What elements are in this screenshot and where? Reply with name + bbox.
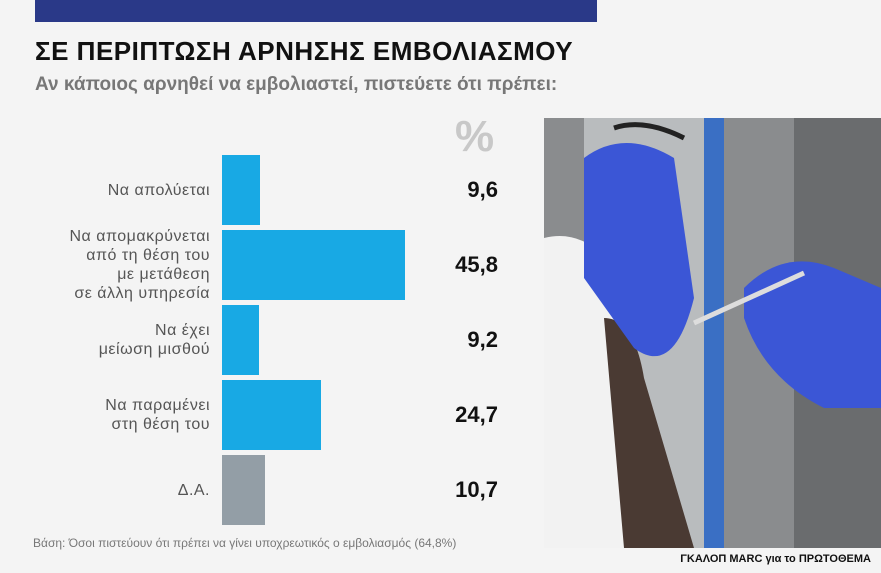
value-label: 10,7 [455,477,498,502]
chart-subtitle: Αν κάποιος αρνηθεί να εμβολιαστεί, πιστε… [35,74,558,95]
top-band [35,0,597,22]
unit-label: % [455,112,495,161]
category-label: Να έχει μείωση μισθού [98,322,210,358]
bar [222,455,265,525]
bar [222,380,321,450]
category-label: Να απομακρύνεται από τη θέση του με μετά… [69,228,210,302]
bar [222,155,261,225]
value-label: 9,2 [467,327,498,352]
footnote: Βάση: Όσοι πιστεύουν ότι πρέπει να γίνει… [33,536,457,550]
photo [544,118,881,548]
chart-title: ΣΕ ΠΕΡΙΠΤΩΣΗ ΑΡΝΗΣΗΣ ΕΜΒΟΛΙΑΣΜΟΥ [35,36,574,66]
category-label: Δ.Α. [177,481,210,499]
value-label: 9,6 [467,177,498,202]
source: ΓΚΑΛΟΠ MARC για το ΠΡΩΤΟΘΕΜΑ [680,553,871,565]
bar [222,230,406,300]
bar [222,305,259,375]
value-label: 24,7 [455,402,498,427]
value-label: 45,8 [455,252,498,277]
category-label: Να παραμένει στη θέση του [105,397,210,433]
category-label: Να απολύεται [107,181,210,199]
